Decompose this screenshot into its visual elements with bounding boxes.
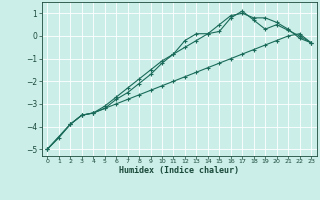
X-axis label: Humidex (Indice chaleur): Humidex (Indice chaleur) — [119, 166, 239, 175]
